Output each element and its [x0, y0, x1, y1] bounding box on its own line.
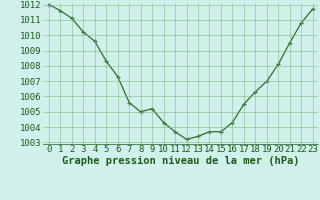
- X-axis label: Graphe pression niveau de la mer (hPa): Graphe pression niveau de la mer (hPa): [62, 156, 300, 166]
